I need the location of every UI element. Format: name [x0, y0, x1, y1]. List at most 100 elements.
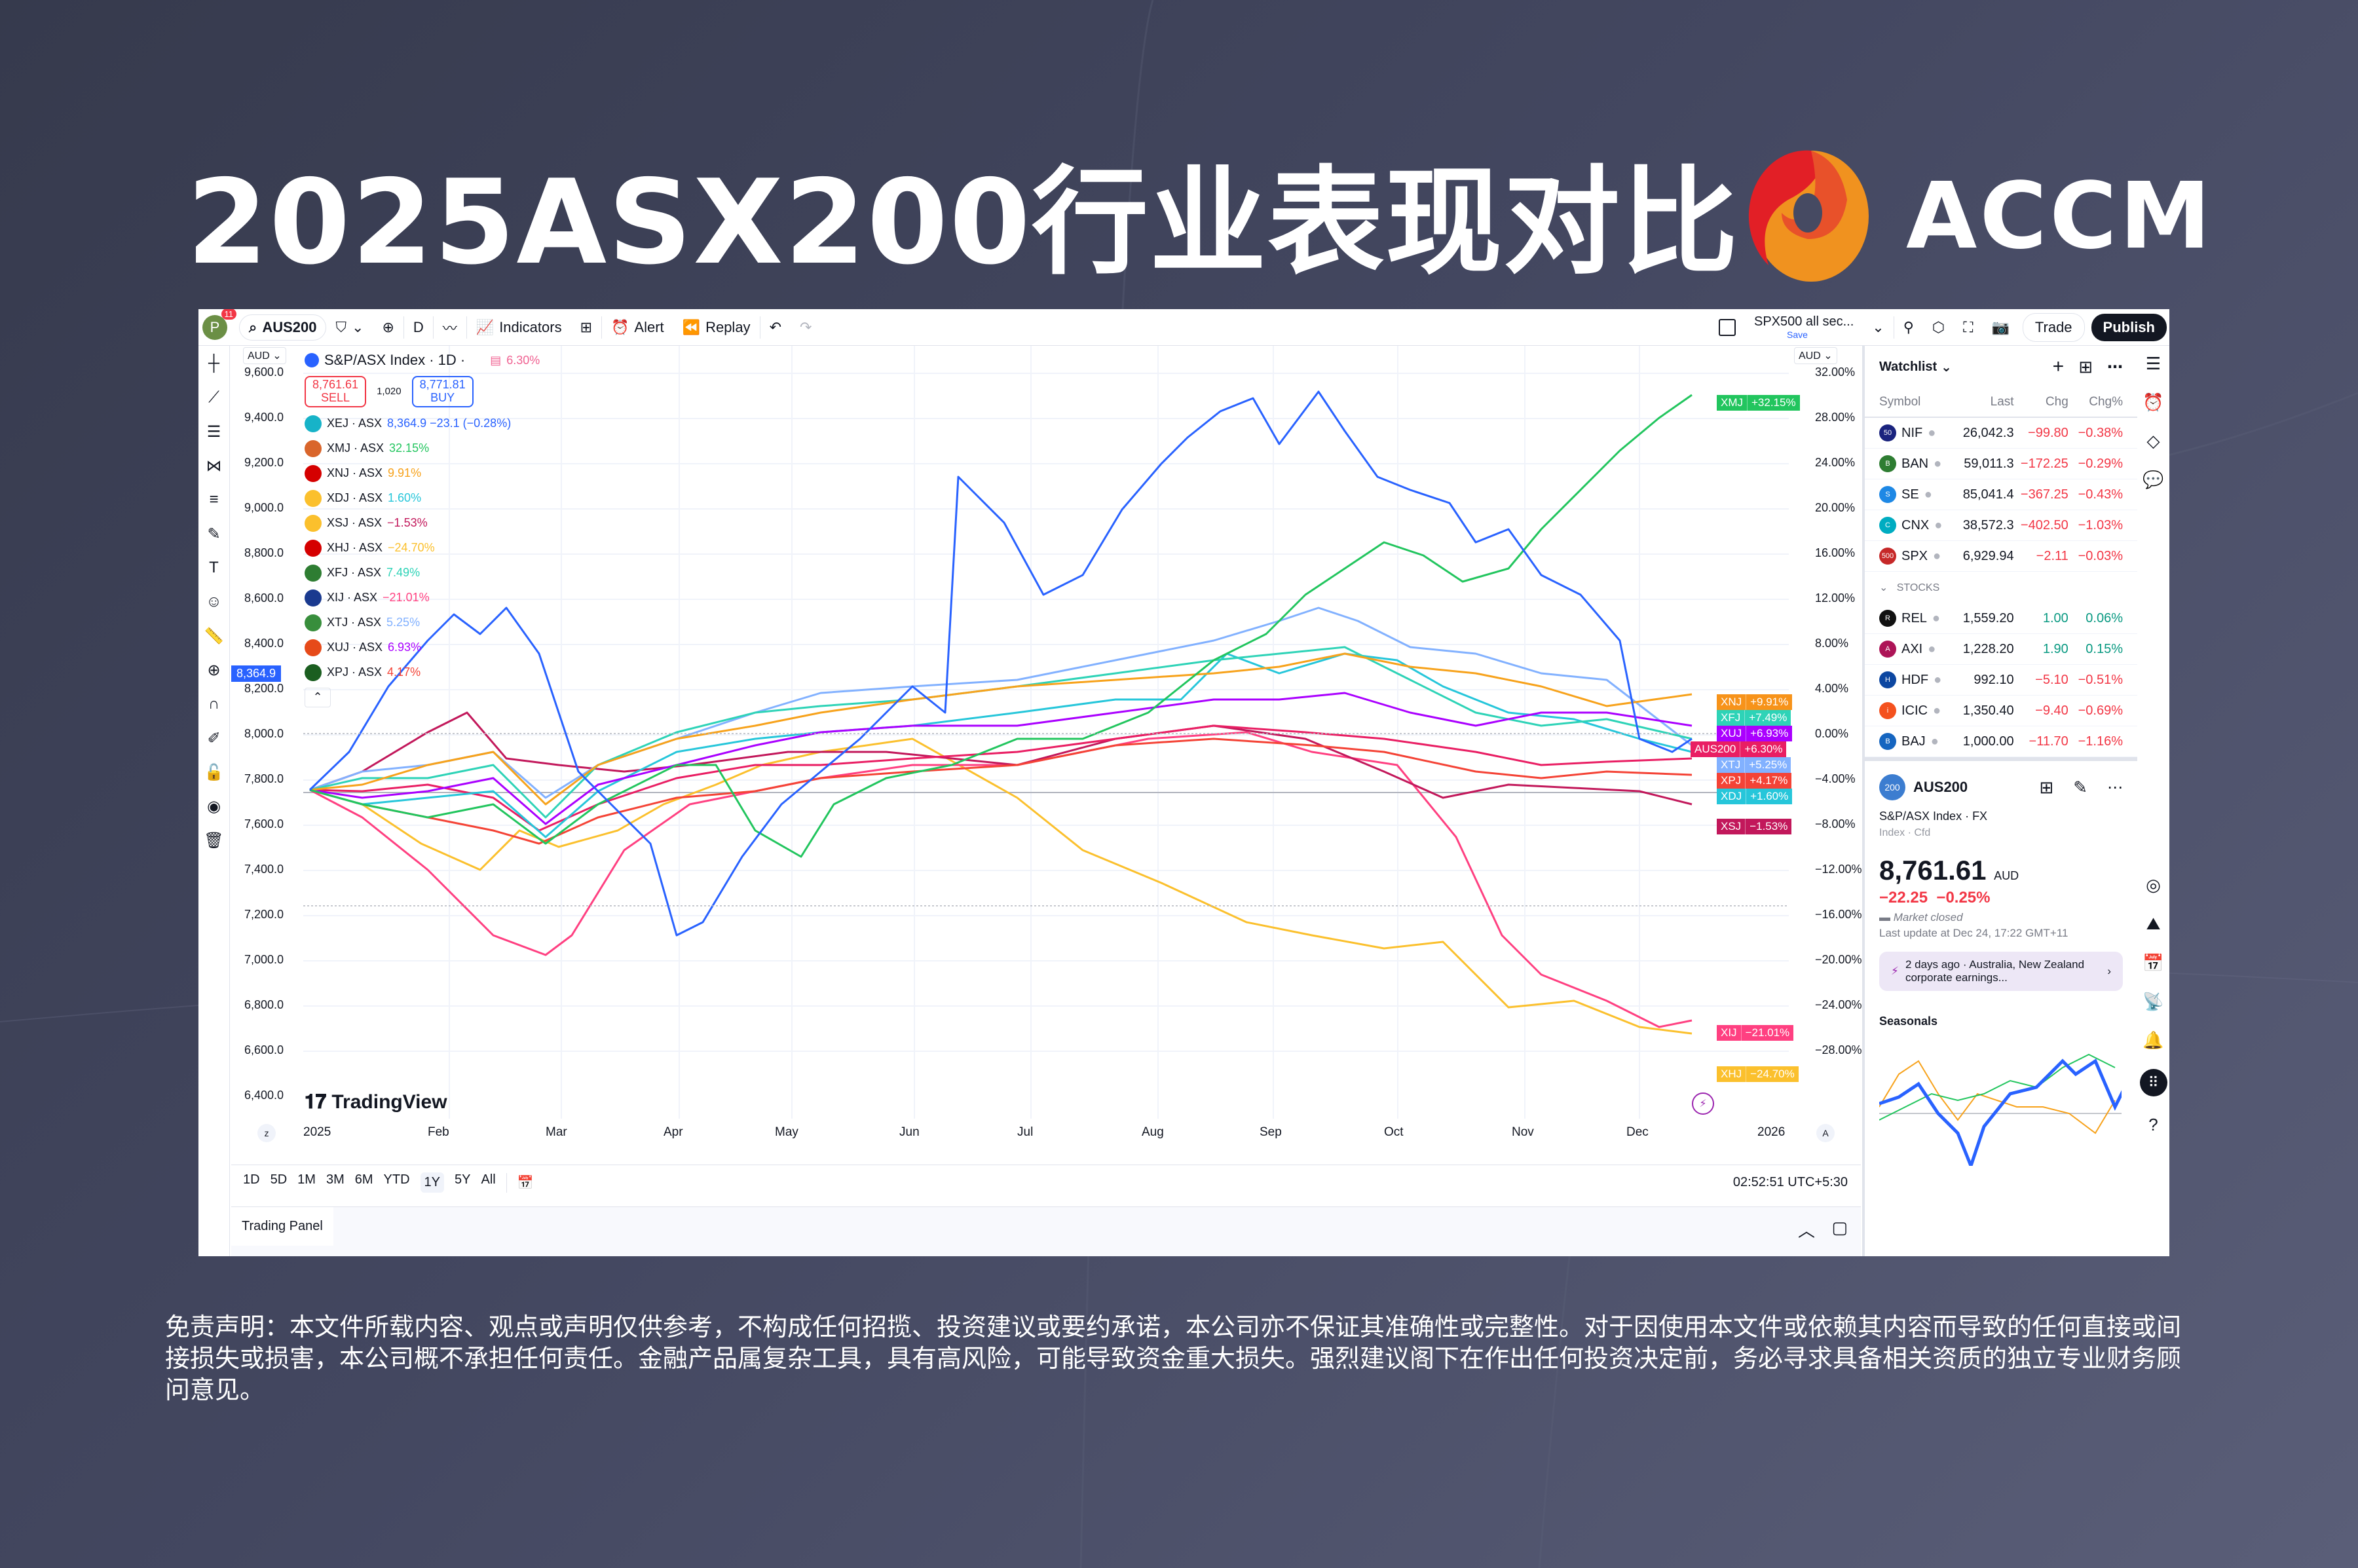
watchlist-row[interactable]: i ICIC ● 1,350.40 −9.40 −0.69%: [1865, 696, 2137, 726]
range-button-1d[interactable]: 1D: [243, 1172, 260, 1187]
text-icon[interactable]: T: [209, 559, 219, 576]
advanced-view-icon[interactable]: ⊞: [2078, 356, 2093, 377]
ruler-icon[interactable]: 📏: [204, 627, 224, 645]
broadcast-icon[interactable]: 📡: [2143, 992, 2164, 1011]
layout-save-link[interactable]: Save: [1786, 329, 1808, 340]
apps-icon[interactable]: ⠿: [2139, 1069, 2167, 1096]
buy-button[interactable]: 8,771.81 BUY: [411, 376, 474, 407]
legend-item[interactable]: XTJ · ASX 5.25%: [305, 610, 540, 635]
news-item[interactable]: ⚡ 2 days ago · Australia, New Zealand co…: [1879, 952, 2123, 991]
fullscreen-button[interactable]: ⛶: [1954, 309, 1982, 345]
legend-item[interactable]: XUJ · ASX 6.93%: [305, 635, 540, 660]
calendar-icon[interactable]: 📅: [2143, 953, 2164, 973]
legend-item[interactable]: XHJ · ASX −24.70%: [305, 536, 540, 561]
compare-button[interactable]: ⊕: [373, 309, 403, 345]
sell-button[interactable]: 8,761.61 SELL: [305, 376, 367, 407]
price-axis-right[interactable]: AUD ⌄ 32.00% 28.00% 24.00% 20.00% 16.00% 12.0…: [1789, 346, 1862, 1119]
collapse-legend-button[interactable]: ⌃: [305, 687, 331, 707]
user-avatar[interactable]: P 11: [202, 309, 236, 340]
parallel-channel-icon[interactable]: ☰: [206, 422, 221, 441]
settings-button[interactable]: ⬡: [1923, 309, 1954, 345]
lock-icon[interactable]: 🔓: [204, 763, 224, 781]
legend-item[interactable]: XPJ · ASX 4.17%: [305, 660, 540, 685]
layout-chevron[interactable]: ⌄: [1863, 309, 1893, 345]
watchlist-row[interactable]: B BAN ● 59,011.3 −172.25 −0.29%: [1865, 449, 2137, 479]
watchlist-row[interactable]: R REL ● 1,559.20 1.00 0.06%: [1865, 603, 2137, 634]
crosshair-icon[interactable]: ┼: [208, 354, 219, 372]
layouts-button[interactable]: ⊞: [571, 309, 601, 345]
trendline-icon[interactable]: ⟋: [208, 388, 219, 406]
watchlist-row[interactable]: C CNX ● 38,572.3 −402.50 −1.03%: [1865, 510, 2137, 541]
goto-start-button[interactable]: z: [257, 1124, 276, 1142]
trash-icon[interactable]: 🗑: [204, 831, 224, 849]
chart-type-dropdown[interactable]: ⛉ ⌄: [326, 309, 373, 345]
chart-area[interactable]: 9,600.0 9,400.0 9,200.0 9,000.0 8,800.0 …: [231, 346, 1862, 1165]
detail-subtitle[interactable]: S&P/ASX Index · FX: [1879, 810, 1988, 823]
range-button-1m[interactable]: 1M: [297, 1172, 316, 1187]
grid-icon[interactable]: ⊞: [2039, 777, 2054, 797]
pattern-icon[interactable]: ⋈: [206, 457, 222, 475]
target-icon[interactable]: ◎: [2146, 875, 2161, 895]
column-chg[interactable]: Chg: [2045, 395, 2068, 409]
layout-name-dropdown[interactable]: SPX500 all sec... Save: [1745, 309, 1863, 345]
fib-icon[interactable]: ≡: [209, 491, 219, 508]
section-stocks[interactable]: ⌄ STOCKS: [1879, 582, 1940, 593]
time-axis[interactable]: z A 2025 Feb Mar Apr May Jun Jul Aug Sep Oct Nov De…: [231, 1119, 1861, 1145]
undo-button[interactable]: ↶: [760, 309, 791, 345]
alert-button[interactable]: ⏰ Alert: [602, 309, 673, 345]
range-button-5d[interactable]: 5D: [270, 1172, 288, 1187]
range-button-ytd[interactable]: YTD: [383, 1172, 410, 1187]
more-options-icon[interactable]: ⋯: [2107, 778, 2123, 796]
legend-item[interactable]: XDJ · ASX 1.60%: [305, 486, 540, 511]
column-chg-pct[interactable]: Chg%: [2089, 395, 2123, 409]
legend-item[interactable]: XMJ · ASX 32.15%: [305, 436, 540, 461]
quick-search-button[interactable]: ⚲: [1894, 309, 1923, 345]
add-symbol-icon[interactable]: +: [2052, 356, 2065, 377]
currency-selector-right[interactable]: AUD ⌄: [1794, 347, 1837, 364]
column-symbol[interactable]: Symbol: [1879, 395, 1921, 409]
redo-button[interactable]: ↷: [791, 309, 821, 345]
column-last[interactable]: Last: [1990, 395, 2014, 409]
chat-icon[interactable]: 💬: [2143, 470, 2164, 489]
trading-panel-tab[interactable]: Trading Panel: [231, 1207, 333, 1246]
interval-button[interactable]: D: [413, 318, 424, 335]
legend-item[interactable]: XFJ · ASX 7.49%: [305, 561, 540, 586]
watchlist-row[interactable]: 50 NIF ● 26,042.3 −99.80 −0.38%: [1865, 418, 2137, 449]
watchlist-row[interactable]: H HDF ● 992.10 −5.10 −0.51%: [1865, 665, 2137, 696]
line-chart-button[interactable]: 〰: [434, 309, 466, 345]
eye-icon[interactable]: ◉: [207, 797, 221, 815]
legend-item[interactable]: XNJ · ASX 9.91%: [305, 461, 540, 486]
currency-selector[interactable]: AUD ⌄: [243, 347, 286, 364]
range-button-5y[interactable]: 5Y: [455, 1172, 471, 1187]
help-icon[interactable]: ?: [2148, 1115, 2158, 1134]
layout-checkbox[interactable]: [1710, 309, 1745, 345]
range-button-3m[interactable]: 3M: [326, 1172, 345, 1187]
indicators-button[interactable]: 📈 Indicators: [467, 309, 571, 345]
events-icon[interactable]: ⚡: [1692, 1092, 1714, 1115]
auto-scale-button[interactable]: A: [1816, 1124, 1835, 1142]
watchlist-title[interactable]: Watchlist: [1879, 359, 1937, 374]
more-options-icon[interactable]: ⋯: [2107, 358, 2123, 376]
price-axis-left[interactable]: 9,600.0 9,400.0 9,200.0 9,000.0 8,800.0 …: [231, 346, 303, 1119]
brush-icon[interactable]: ✎: [207, 525, 221, 543]
watchlist-row[interactable]: A AXI ● 1,228.20 1.90 0.15%: [1865, 634, 2137, 665]
maximize-panel-icon[interactable]: ▢: [1831, 1218, 1848, 1237]
watchlist-row[interactable]: 500 SPX ● 6,929.94 −2.11 −0.03%: [1865, 541, 2137, 572]
seasonals-chart[interactable]: [1879, 1035, 2130, 1171]
chevron-down-icon[interactable]: ⌄: [1941, 360, 1952, 375]
bell-icon[interactable]: 🔔: [2143, 1030, 2164, 1050]
watchlist-icon[interactable]: ☰: [2145, 354, 2162, 373]
zoom-in-icon[interactable]: ⊕: [207, 661, 221, 679]
range-button-all[interactable]: All: [481, 1172, 496, 1187]
calendar-icon[interactable]: 📅: [517, 1176, 534, 1190]
range-button-6m[interactable]: 6M: [354, 1172, 373, 1187]
watchlist-row[interactable]: S SE ● 85,041.4 −367.25 −0.43%: [1865, 479, 2137, 510]
magnet-icon[interactable]: ∩: [208, 695, 220, 713]
layers-icon[interactable]: ◇: [2146, 431, 2160, 451]
clock-timestamp[interactable]: 02:52:51 UTC+5:30: [1732, 1175, 1848, 1189]
replay-button[interactable]: ⏪ Replay: [673, 309, 760, 345]
range-button-1y[interactable]: 1Y: [420, 1172, 445, 1193]
emoji-icon[interactable]: ☺: [206, 593, 222, 610]
expand-panel-icon[interactable]: ︿: [1797, 1221, 1815, 1241]
edit-icon[interactable]: ✎: [2073, 777, 2087, 797]
